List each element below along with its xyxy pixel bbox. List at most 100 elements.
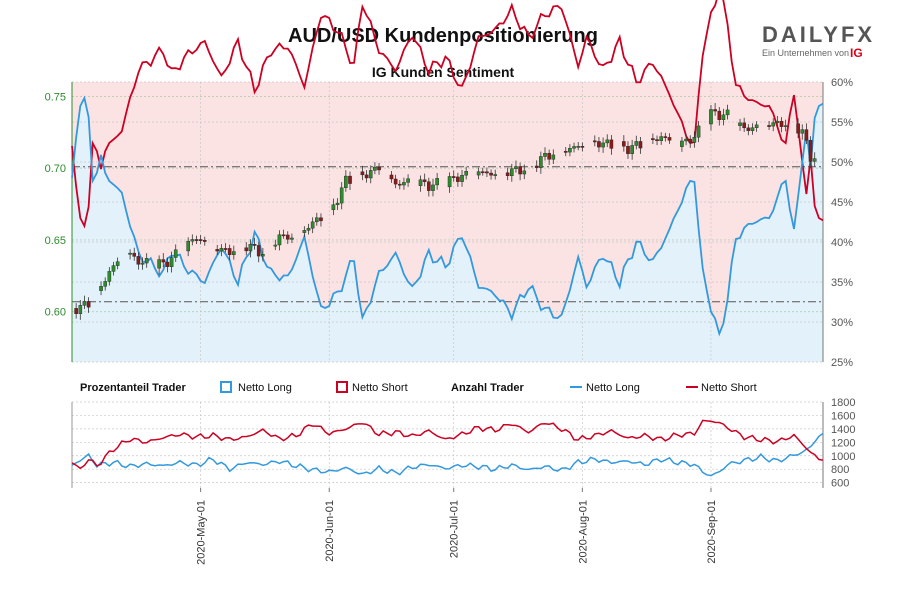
legend-short-box-icon — [336, 381, 348, 393]
candle-body — [140, 262, 145, 265]
net-long-count-line — [71, 432, 824, 477]
candle-body — [655, 139, 659, 142]
candle-body — [680, 140, 684, 147]
right-axis-tick-label: 60% — [831, 77, 853, 89]
legend-count-short: Netto Short — [701, 382, 757, 394]
candle-body — [626, 145, 630, 154]
candle-body — [74, 308, 78, 314]
chart-subtitle: IG Kunden Sentiment — [372, 64, 515, 80]
candle-body — [563, 151, 568, 153]
candle-body — [397, 183, 402, 186]
lower-axis-tick-label: 1000 — [831, 451, 855, 463]
candle-body — [285, 234, 290, 240]
candle-body — [572, 146, 576, 149]
candle-body — [202, 240, 207, 242]
right-axis-tick-label: 35% — [831, 277, 853, 289]
candle-body — [800, 129, 805, 134]
candle-body — [721, 114, 726, 120]
right-axis-tick-label: 55% — [831, 117, 853, 129]
candle-body — [82, 301, 87, 306]
left-axis-tick-label: 0.70 — [45, 163, 66, 175]
lower-axis-tick-label: 1400 — [831, 424, 855, 436]
candle-body — [389, 174, 394, 180]
candle-body — [746, 127, 751, 131]
logo-brand-text: DAILYFX — [762, 22, 875, 47]
main-chart-panel: 25% 30% 35% 40% 45% 50% 55% 60% 0.60 0.65 0.70 0.75 — [45, 0, 853, 369]
candle-body — [518, 166, 522, 175]
candle-body — [111, 265, 116, 272]
candle-body — [630, 145, 634, 154]
candle-body — [99, 286, 103, 291]
lower-axis-tick-label: 600 — [831, 478, 849, 490]
candle-body — [348, 175, 352, 184]
candle-body — [173, 249, 178, 258]
candle-body — [339, 187, 344, 204]
candle-body — [169, 257, 174, 267]
candle-body — [157, 259, 161, 269]
candle-body — [476, 171, 481, 176]
candle-body — [277, 234, 282, 246]
candle-body — [522, 170, 527, 175]
candle-body — [248, 244, 253, 252]
candle-body — [302, 230, 307, 233]
candle-body — [539, 156, 543, 168]
candle-body — [227, 248, 232, 255]
candle-body — [360, 171, 365, 176]
candle-body — [767, 125, 771, 127]
candle-body — [576, 146, 580, 148]
candle-body — [663, 136, 668, 138]
candle-body — [622, 141, 626, 147]
candle-body — [427, 181, 431, 191]
candle-body — [775, 120, 780, 123]
x-tick-label: 2020-May-01 — [196, 500, 208, 565]
left-axis-tick-label: 0.60 — [45, 307, 66, 319]
candle-body — [667, 137, 672, 141]
left-axis-tick-label: 0.75 — [45, 91, 66, 103]
right-axis-tick-label: 50% — [831, 157, 853, 169]
dailyfx-logo: DAILYFX Ein Unternehmen von IG — [762, 22, 875, 60]
lower-axis-tick-label: 1200 — [831, 437, 855, 449]
candle-body — [742, 122, 746, 129]
candle-body — [510, 168, 514, 176]
candle-body — [306, 227, 311, 231]
candle-body — [422, 179, 427, 182]
legend-count-long: Netto Long — [586, 382, 640, 394]
lower-axis-tick-label: 1800 — [831, 397, 855, 409]
candle-body — [273, 244, 278, 247]
candle-body — [514, 166, 518, 169]
logo-ig-mark: IG — [850, 46, 863, 60]
candle-body — [136, 256, 141, 265]
x-tick-label: 2020-Jul-01 — [449, 500, 461, 558]
candle-body — [435, 178, 439, 186]
candle-body — [368, 170, 373, 179]
candle-body — [252, 244, 257, 246]
candle-body — [493, 174, 498, 176]
candle-body — [547, 153, 551, 160]
candle-body — [335, 202, 340, 205]
candle-body — [215, 249, 220, 252]
legend-percent-short: Netto Short — [352, 382, 408, 394]
candle-body — [344, 175, 348, 188]
candle-body — [460, 174, 464, 182]
candle-body — [568, 148, 572, 153]
candle-body — [431, 184, 435, 191]
legend-long-box-icon — [220, 381, 232, 393]
candle-body — [464, 171, 468, 176]
candle-body — [161, 259, 166, 263]
candle-body — [132, 252, 137, 257]
candle-body — [319, 217, 323, 222]
candle-body — [451, 176, 456, 178]
x-tick-label: 2020-Aug-01 — [577, 500, 589, 564]
chart-title: AUD/USD Kundenpositionierung — [288, 25, 598, 47]
candle-body — [290, 237, 294, 240]
candle-body — [796, 123, 800, 134]
candle-body — [534, 165, 539, 168]
candle-body — [696, 125, 701, 138]
candle-body — [244, 247, 249, 252]
candle-body — [551, 154, 556, 160]
candle-body — [543, 153, 547, 157]
right-axis-tick-label: 40% — [831, 237, 853, 249]
candle-body — [281, 234, 286, 237]
candle-body — [783, 125, 788, 127]
